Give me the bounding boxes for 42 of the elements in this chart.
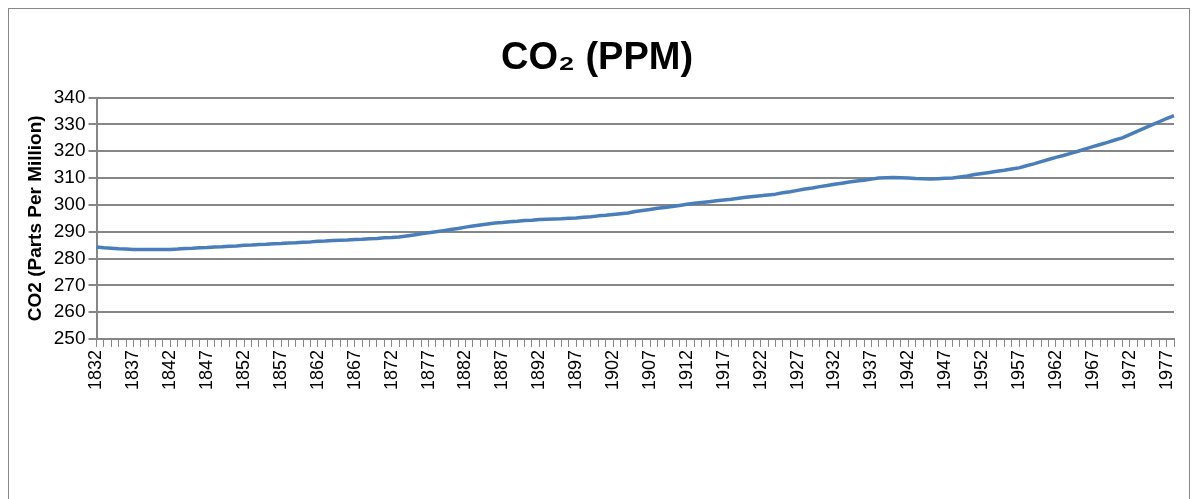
y-tick-label: 260 (53, 300, 86, 322)
y-tick-label: 310 (53, 166, 86, 188)
y-axis-title: CO2 (Parts Per Million) (23, 115, 45, 322)
chart-title: CO₂ (PPM) (500, 35, 694, 78)
x-tick-label: 1917 (712, 349, 733, 390)
x-tick-label: 1882 (454, 349, 475, 390)
x-tick-label: 1857 (269, 349, 290, 390)
x-tick-label: 1897 (565, 349, 586, 390)
x-tick-label: 1907 (638, 349, 659, 390)
x-tick-label: 1837 (122, 349, 143, 390)
x-tick-label: 1932 (823, 349, 844, 390)
x-tick-label: 1977 (1155, 349, 1176, 390)
y-tick-label: 320 (53, 139, 86, 161)
x-tick-label: 1927 (786, 349, 807, 390)
x-tick-label: 1912 (675, 349, 696, 390)
x-tick-label: 1937 (860, 349, 881, 390)
y-tick-label: 330 (53, 112, 86, 134)
x-tick-label: 1847 (196, 349, 217, 390)
x-tick-label: 1842 (159, 349, 180, 390)
x-tick-label: 1962 (1044, 349, 1065, 390)
y-tick-label: 300 (53, 193, 86, 215)
y-tick-label: 290 (53, 219, 86, 241)
x-tick-label: 1952 (971, 349, 992, 390)
y-tick-label: 340 (53, 85, 86, 107)
x-tick-label: 1892 (528, 349, 549, 390)
y-tick-label: 280 (53, 246, 86, 268)
x-tick-label: 1967 (1081, 349, 1102, 390)
x-tick-label: 1957 (1007, 349, 1028, 390)
x-tick-label: 1922 (749, 349, 770, 390)
x-tick-label: 1852 (233, 349, 254, 390)
y-tick-label: 250 (53, 327, 86, 349)
y-tick-label: 270 (53, 273, 86, 295)
x-tick-label: 1902 (602, 349, 623, 390)
x-tick-label: 1862 (306, 349, 327, 390)
x-tick-label: 1942 (897, 349, 918, 390)
x-tick-label: 1867 (343, 349, 364, 390)
x-tick-label: 1947 (934, 349, 955, 390)
x-tick-label: 1887 (491, 349, 512, 390)
x-tick-label: 1832 (85, 349, 106, 390)
x-tick-label: 1972 (1118, 349, 1139, 390)
x-tick-label: 1877 (417, 349, 438, 390)
x-tick-label: 1872 (380, 349, 401, 390)
